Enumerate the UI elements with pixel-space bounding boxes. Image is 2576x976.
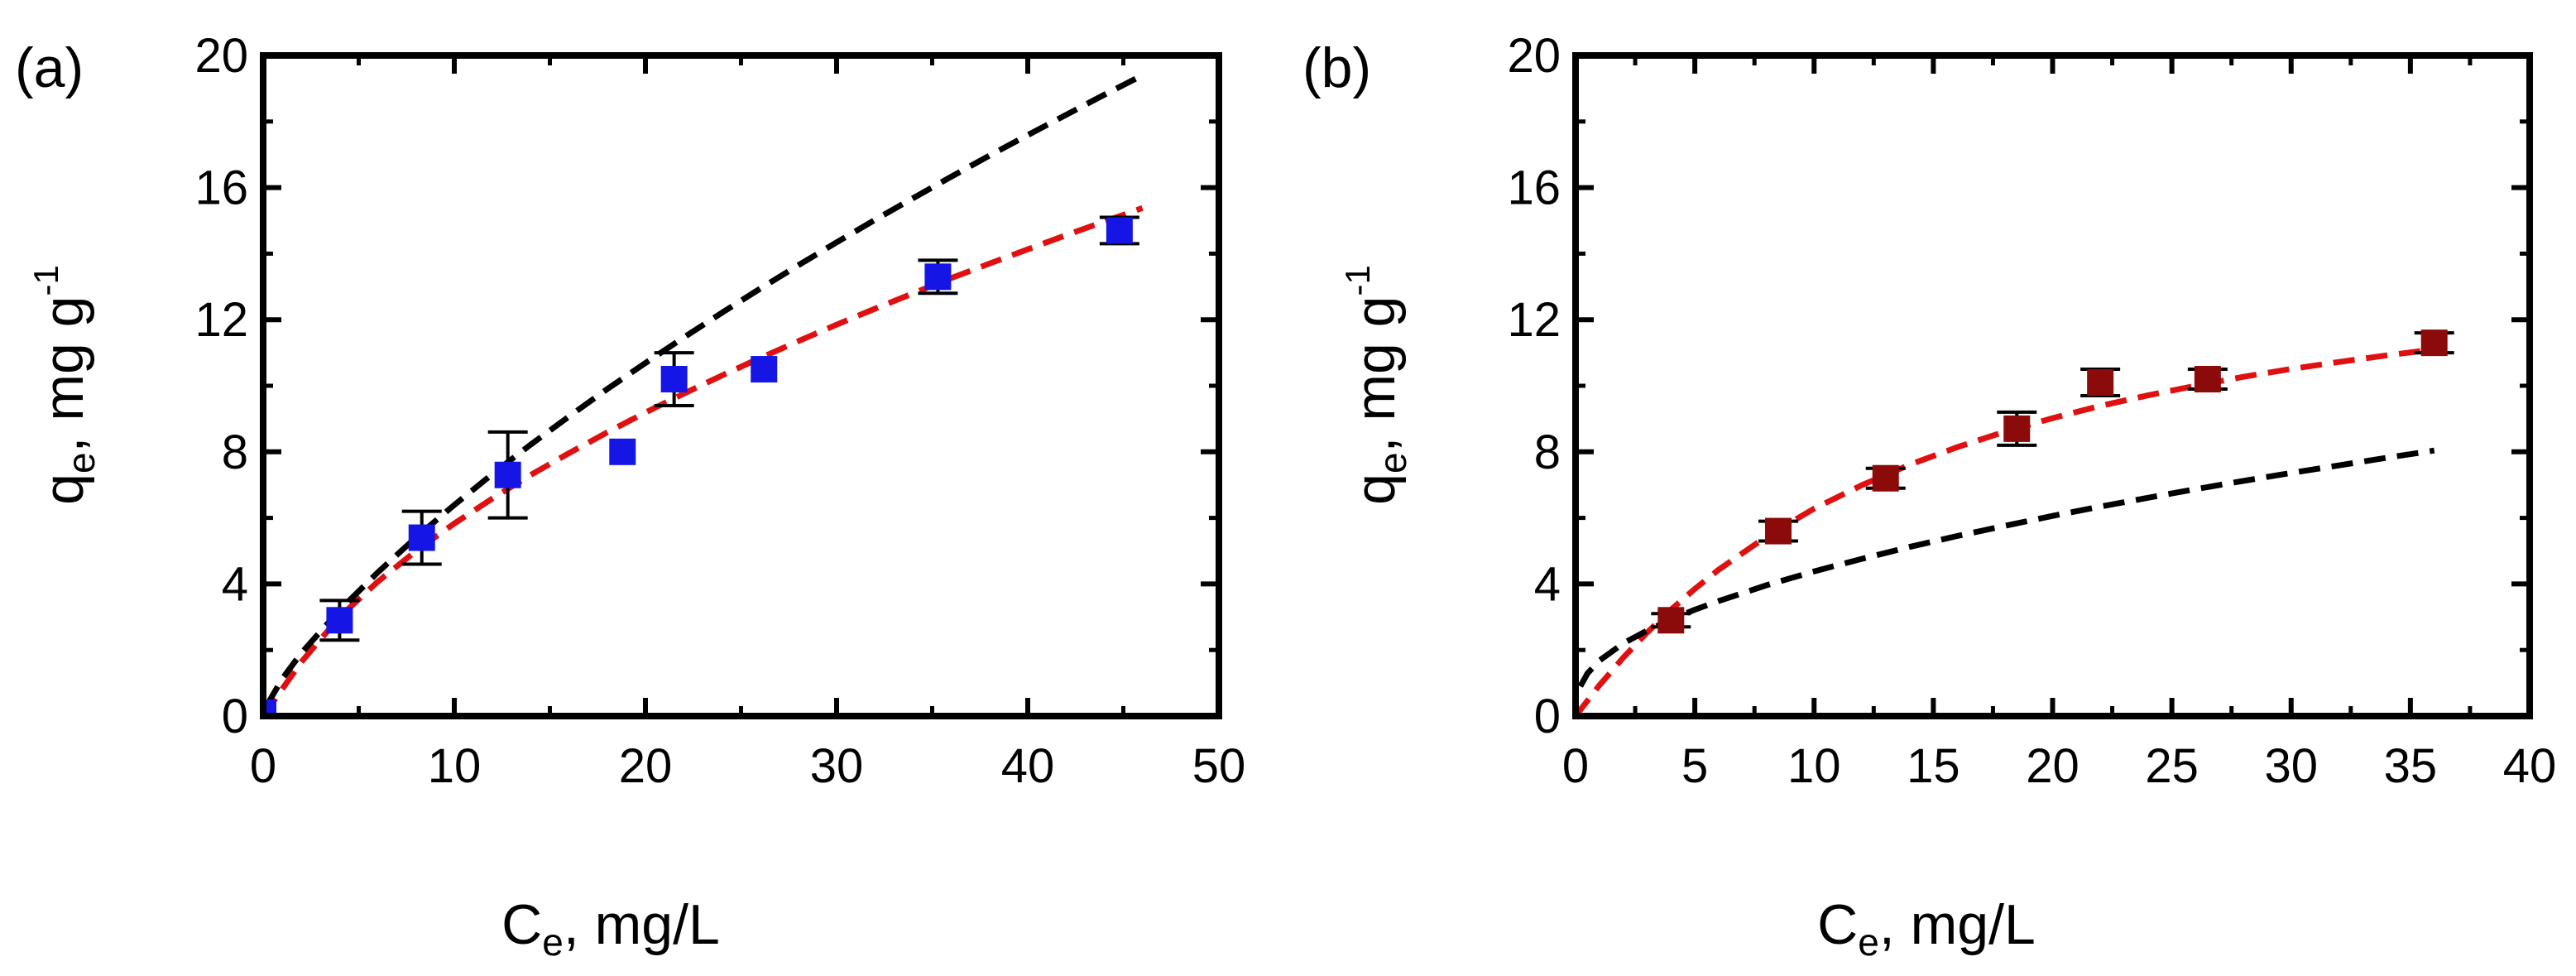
y-tick-label: 16 — [194, 161, 248, 215]
data-point-marker — [1657, 607, 1685, 634]
panel-a: (a) 0 10 20 30 40 50 0 4 8 12 16 20 Ce, mg/L qe, mg… — [15, 29, 1245, 964]
data-point-marker — [408, 524, 435, 551]
y-tick-label: 12 — [1507, 293, 1561, 347]
panel-b-data-layer: 0 5 10 15 20 25 30 35 40 0 4 8 12 16 20 — [1507, 29, 2556, 793]
data-point-marker — [609, 438, 636, 465]
x-tick-label: 20 — [2026, 739, 2080, 793]
data-point-marker — [1872, 464, 1899, 492]
y-tick-label: 12 — [194, 293, 248, 347]
data-point-marker — [2420, 329, 2448, 357]
x-tick-label: 5 — [1681, 739, 1708, 793]
y-tick-label: 16 — [1507, 161, 1561, 215]
data-point-marker — [2194, 366, 2221, 393]
y-tick-label: 0 — [1534, 690, 1561, 743]
data-point-marker — [751, 356, 778, 383]
y-tick-label: 20 — [1507, 29, 1561, 83]
panel-label-a: (a) — [15, 36, 84, 99]
x-tick-label: 50 — [1192, 739, 1246, 793]
x-tick-label: 20 — [619, 739, 673, 793]
y-tick-label: 8 — [222, 425, 248, 479]
y-tick-label: 8 — [1534, 425, 1561, 479]
plot-frame — [260, 52, 1222, 719]
data-point-marker — [924, 263, 952, 291]
x-tick-label: 35 — [2384, 739, 2438, 793]
x-tick-label: 10 — [1787, 739, 1841, 793]
panel-label-b: (b) — [1302, 36, 1371, 99]
fit-curve-black — [1577, 447, 2435, 688]
x-tick-label: 0 — [1562, 739, 1589, 793]
fit-curve-red — [1576, 346, 2435, 716]
panel-a-data-layer: 0 10 20 30 40 50 0 4 8 12 16 20 — [194, 29, 1245, 793]
data-point-marker — [494, 461, 521, 488]
data-point-marker — [660, 366, 688, 393]
fit-curve-black — [264, 72, 1144, 707]
x-tick-label: 10 — [428, 739, 482, 793]
y-axis-title-b: qe, mg g-1 — [1338, 265, 1414, 505]
y-tick-label: 4 — [222, 557, 248, 611]
x-tick-label: 40 — [1001, 739, 1055, 793]
y-tick-label: 4 — [1534, 557, 1561, 611]
data-point-marker — [2087, 369, 2114, 397]
data-point-marker — [326, 607, 353, 634]
y-tick-label: 20 — [194, 29, 248, 83]
fit-curve-red — [263, 205, 1144, 716]
x-tick-label: 30 — [2264, 739, 2318, 793]
y-tick-label: 0 — [222, 690, 248, 743]
panel-b: (b) 0 5 10 15 20 25 30 35 40 0 4 8 12 16 20 Ce, mg/L q… — [1302, 29, 2556, 964]
data-point-marker — [1765, 517, 1792, 545]
data-point-marker — [1106, 217, 1133, 244]
x-tick-label: 25 — [2145, 739, 2199, 793]
x-axis-title-b: Ce, mg/L — [1817, 893, 2036, 964]
data-point-marker — [2003, 415, 2031, 442]
x-axis-title-a: Ce, mg/L — [501, 893, 720, 964]
x-tick-label: 30 — [810, 739, 864, 793]
y-axis-title-a: qe, mg g-1 — [26, 265, 103, 505]
x-tick-label: 40 — [2503, 739, 2557, 793]
x-tick-label: 0 — [250, 739, 276, 793]
plot-frame — [1572, 52, 2533, 719]
x-tick-label: 15 — [1907, 739, 1960, 793]
